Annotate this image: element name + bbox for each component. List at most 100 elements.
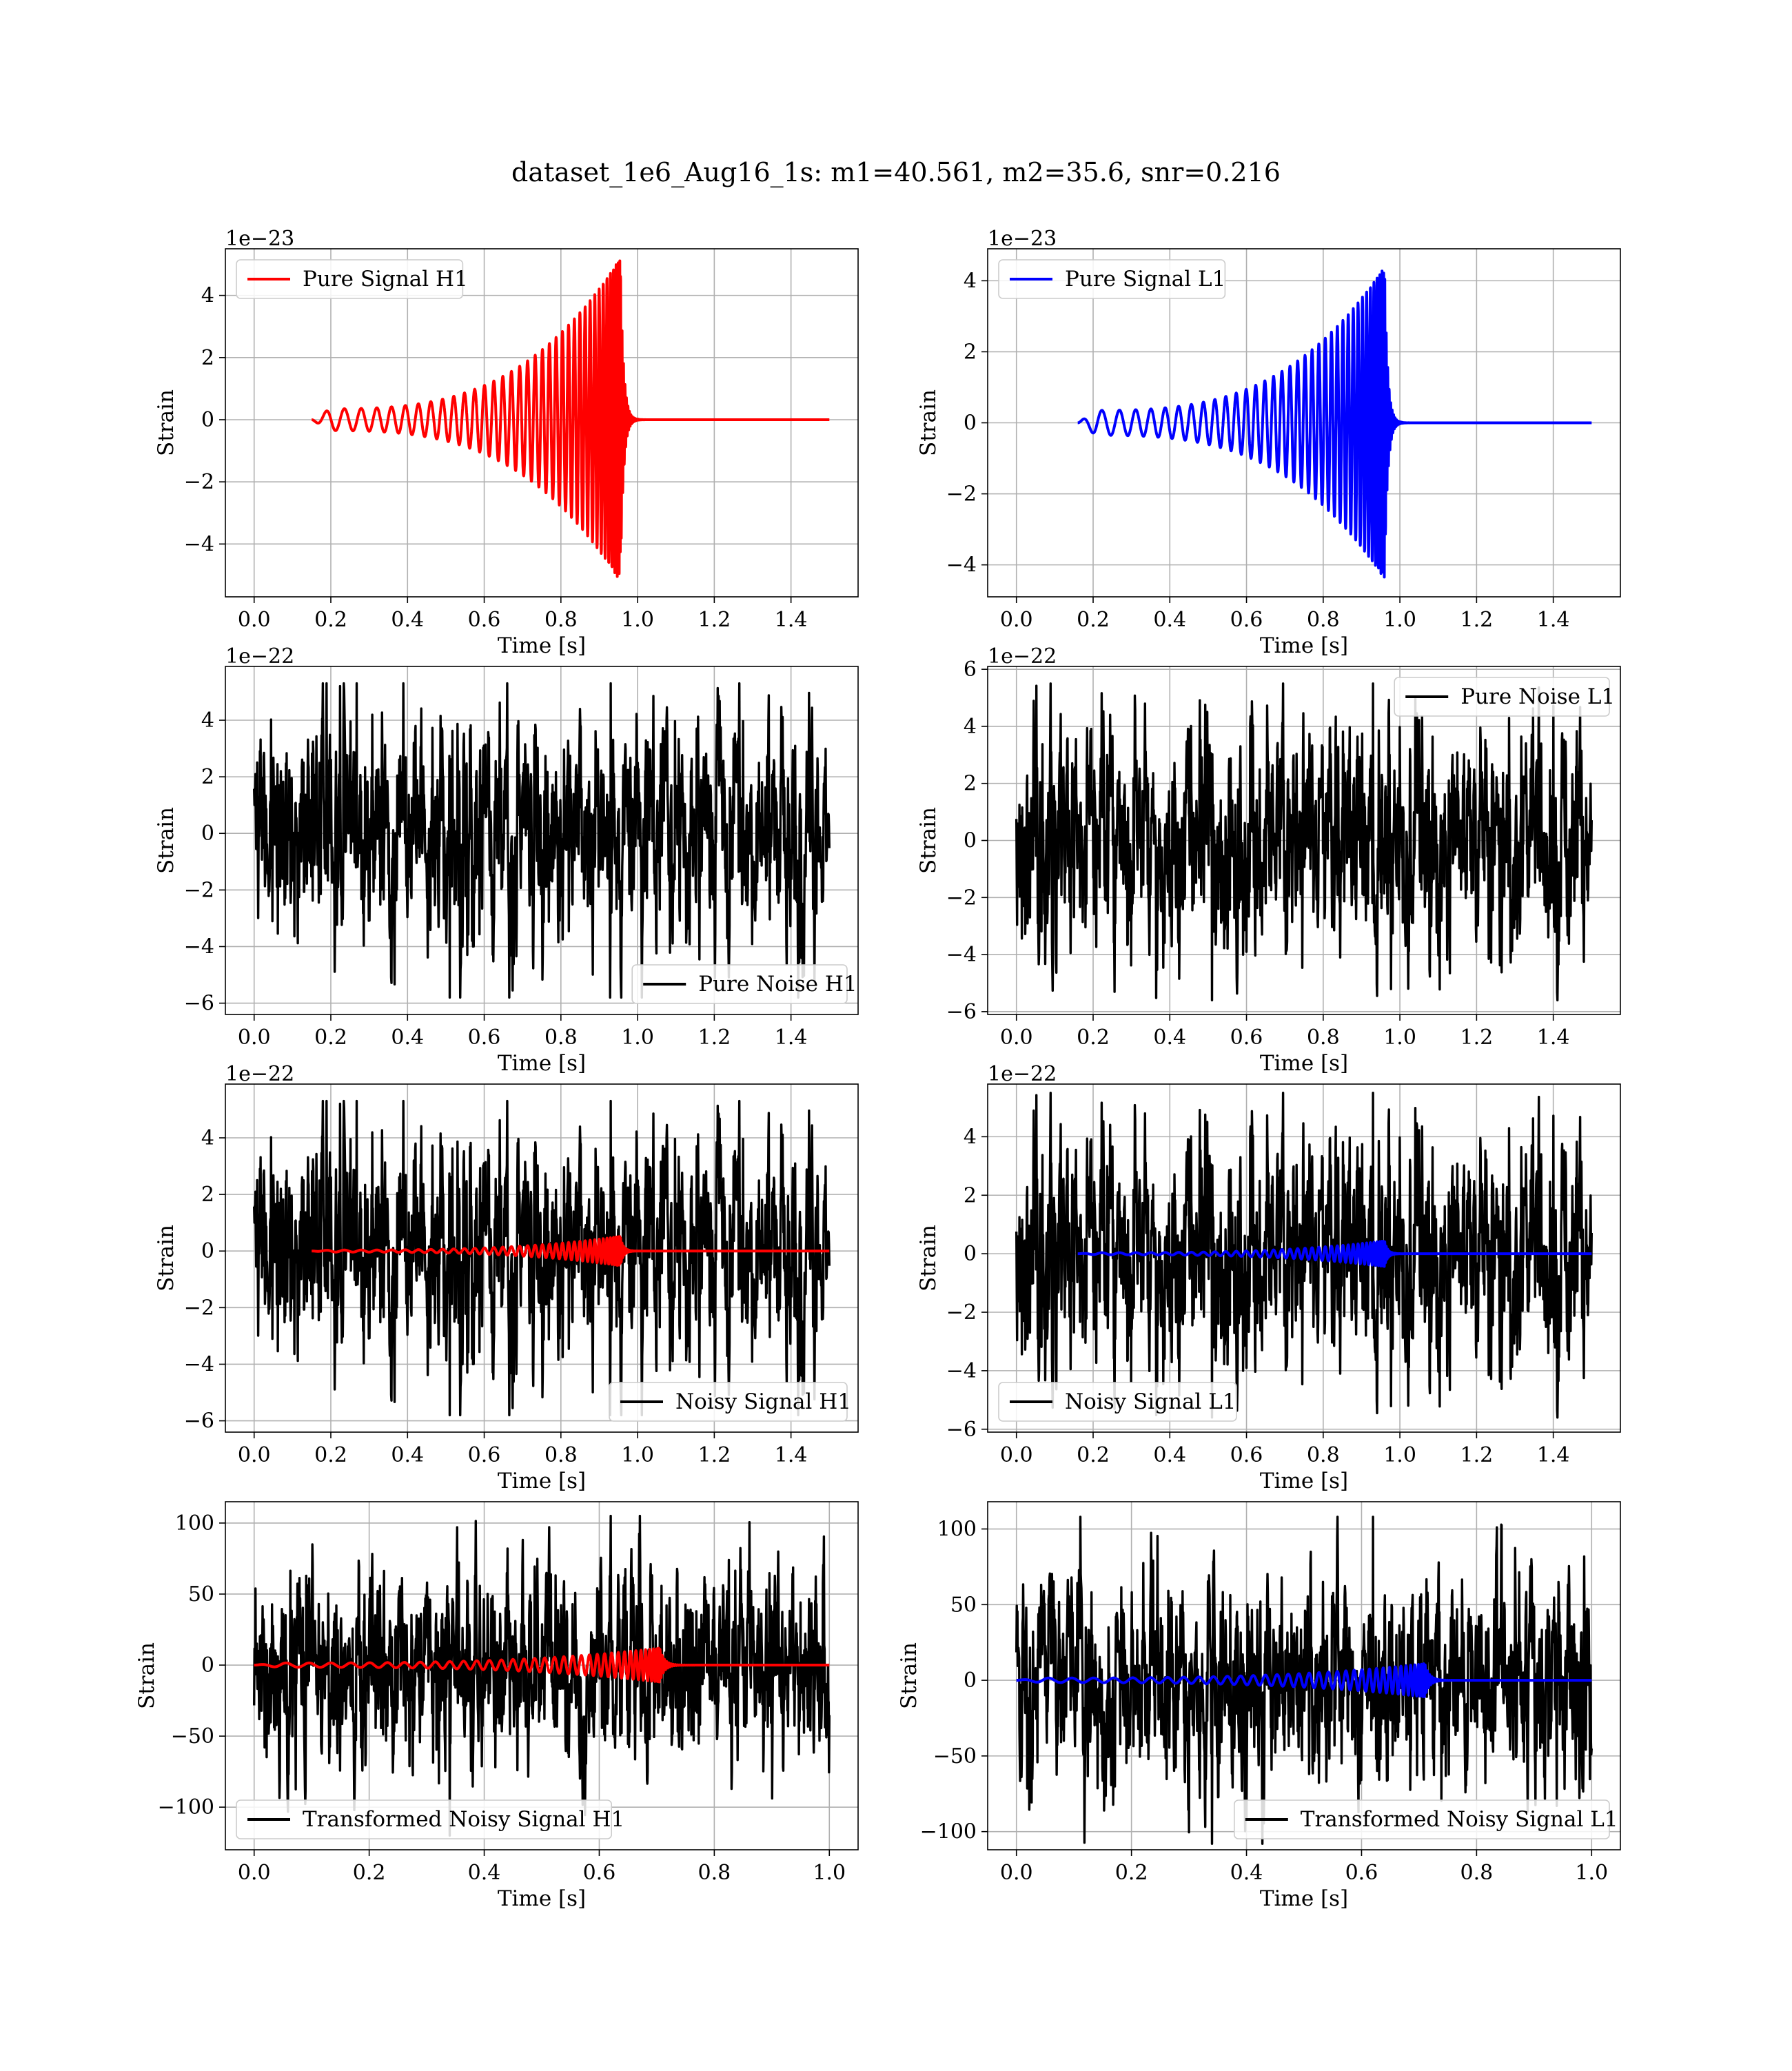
y-tick-label: 100 bbox=[937, 1518, 977, 1542]
x-tick-label: 1.4 bbox=[775, 608, 808, 632]
signal-line bbox=[1077, 269, 1593, 579]
x-tick-label: 1.0 bbox=[621, 1026, 654, 1050]
x-tick-label: 0.6 bbox=[1230, 1026, 1263, 1050]
legend-box bbox=[609, 1382, 848, 1422]
x-axis-label: Time [s] bbox=[1260, 1051, 1348, 1076]
y-axis-label: Strain bbox=[154, 807, 179, 874]
x-tick-label: 0.4 bbox=[391, 608, 424, 632]
x-tick-label: 0.2 bbox=[314, 1026, 347, 1050]
axes-frame bbox=[225, 666, 859, 1015]
x-tick-label: 0.0 bbox=[238, 608, 271, 632]
legend-label: Noisy Signal L1 bbox=[1065, 1389, 1236, 1414]
noise-line bbox=[253, 1099, 831, 1417]
legend-label: Pure Signal H1 bbox=[303, 267, 468, 292]
x-tick-label: 0.4 bbox=[468, 1861, 501, 1885]
y-tick-label: 0 bbox=[964, 411, 977, 436]
series-group bbox=[1077, 269, 1593, 579]
legend-box bbox=[236, 259, 464, 299]
y-tick-label: 0 bbox=[201, 1653, 214, 1677]
x-tick-label: 0.8 bbox=[544, 608, 578, 632]
x-tick-label: 0.2 bbox=[1077, 1443, 1110, 1467]
x-tick-label: 0.8 bbox=[544, 1026, 578, 1050]
legend-box bbox=[631, 964, 848, 1004]
offset-text: 1e−22 bbox=[988, 644, 1057, 669]
y-tick-label: −6 bbox=[184, 992, 214, 1016]
series-group bbox=[310, 259, 831, 578]
x-axis-label: Time [s] bbox=[498, 1051, 586, 1076]
axes-frame bbox=[225, 1501, 859, 1850]
x-tick-label: 1.2 bbox=[698, 608, 731, 632]
axes-frame bbox=[987, 1083, 1621, 1433]
y-axis-label: Strain bbox=[897, 1642, 922, 1709]
y-tick-label: −6 bbox=[184, 1409, 214, 1434]
x-tick-label: 1.0 bbox=[1383, 1026, 1416, 1050]
x-tick-label: 0.0 bbox=[1000, 1443, 1033, 1467]
y-tick-label: 4 bbox=[201, 708, 214, 733]
subplot-2: 0.0 0.2 0.4 0.6 0.8 1.0 1.2 1.4 −4 −2 0 2 4 Time [s] S… bbox=[916, 227, 1621, 658]
y-tick-label: 100 bbox=[175, 1511, 214, 1536]
x-tick-label: 0.6 bbox=[468, 1443, 501, 1467]
y-tick-label: 0 bbox=[964, 829, 977, 853]
y-tick-label: −4 bbox=[184, 1352, 214, 1376]
legend-label: Pure Noise L1 bbox=[1460, 684, 1615, 709]
x-tick-label: 0.2 bbox=[314, 608, 347, 632]
series-group bbox=[1015, 682, 1593, 1001]
axes-frame bbox=[987, 666, 1621, 1015]
y-tick-label: −6 bbox=[946, 1418, 977, 1442]
x-tick-label: 0.0 bbox=[1000, 1861, 1033, 1885]
y-tick-label: 2 bbox=[964, 1183, 977, 1207]
signal-line bbox=[253, 1646, 831, 1684]
x-tick-label: 0.2 bbox=[353, 1861, 386, 1885]
x-tick-label: 0.4 bbox=[1230, 1861, 1263, 1885]
noise-line bbox=[1015, 682, 1593, 1001]
x-tick-label: 1.2 bbox=[1460, 1443, 1494, 1467]
axes-frame bbox=[225, 248, 859, 598]
signal-line bbox=[1015, 1662, 1593, 1698]
series-group bbox=[253, 1099, 831, 1417]
x-tick-label: 0.8 bbox=[698, 1861, 731, 1885]
subplot-1: 0.0 0.2 0.4 0.6 0.8 1.0 1.2 1.4 −4 −2 0 2 4 Time [s] S… bbox=[154, 227, 859, 658]
legend-box bbox=[1234, 1799, 1610, 1839]
y-tick-label: 4 bbox=[964, 715, 977, 739]
series-group bbox=[1015, 1092, 1593, 1419]
legend: Pure Noise H1 bbox=[631, 964, 857, 1004]
y-axis-label: Strain bbox=[916, 1225, 941, 1292]
x-tick-label: 0.6 bbox=[1230, 1443, 1263, 1467]
y-tick-label: 2 bbox=[964, 340, 977, 364]
figure-title: dataset_1e6_Aug16_1s: m1=40.561, m2=35.6… bbox=[511, 157, 1281, 187]
x-axis-label: Time [s] bbox=[1260, 1886, 1348, 1911]
y-tick-label: −2 bbox=[946, 886, 977, 910]
legend: Pure Signal L1 bbox=[998, 259, 1226, 299]
y-tick-label: 50 bbox=[950, 1593, 977, 1617]
x-tick-label: 1.0 bbox=[813, 1861, 846, 1885]
legend-label: Transformed Noisy Signal L1 bbox=[1301, 1807, 1618, 1832]
x-tick-label: 1.0 bbox=[1383, 608, 1416, 632]
x-tick-label: 0.8 bbox=[544, 1443, 578, 1467]
x-tick-label: 0.2 bbox=[314, 1443, 347, 1467]
legend-box bbox=[998, 259, 1226, 299]
x-tick-label: 0.2 bbox=[1115, 1861, 1148, 1885]
y-tick-label: 4 bbox=[964, 1125, 977, 1149]
noise-line bbox=[253, 1514, 831, 1837]
x-tick-label: 0.0 bbox=[1000, 608, 1033, 632]
x-tick-label: 0.4 bbox=[1153, 1026, 1186, 1050]
y-tick-label: −6 bbox=[946, 1000, 977, 1024]
series-group bbox=[1015, 1516, 1593, 1845]
axes-frame bbox=[987, 248, 1621, 598]
x-tick-label: 0.6 bbox=[1230, 608, 1263, 632]
legend-label: Noisy Signal H1 bbox=[675, 1389, 851, 1414]
signal-line bbox=[310, 259, 831, 578]
y-axis-label: Strain bbox=[154, 1225, 179, 1292]
y-tick-label: −4 bbox=[184, 532, 214, 556]
axes-frame bbox=[225, 1083, 859, 1433]
x-tick-label: 0.4 bbox=[391, 1443, 424, 1467]
x-tick-label: 0.6 bbox=[583, 1861, 616, 1885]
noise-line bbox=[253, 682, 831, 999]
x-tick-label: 1.2 bbox=[1460, 608, 1494, 632]
x-tick-label: 0.8 bbox=[1307, 1443, 1340, 1467]
signal-line bbox=[310, 1235, 831, 1267]
x-tick-label: 1.0 bbox=[1383, 1443, 1416, 1467]
y-axis-label: Strain bbox=[916, 807, 941, 874]
legend-box bbox=[1394, 677, 1610, 717]
